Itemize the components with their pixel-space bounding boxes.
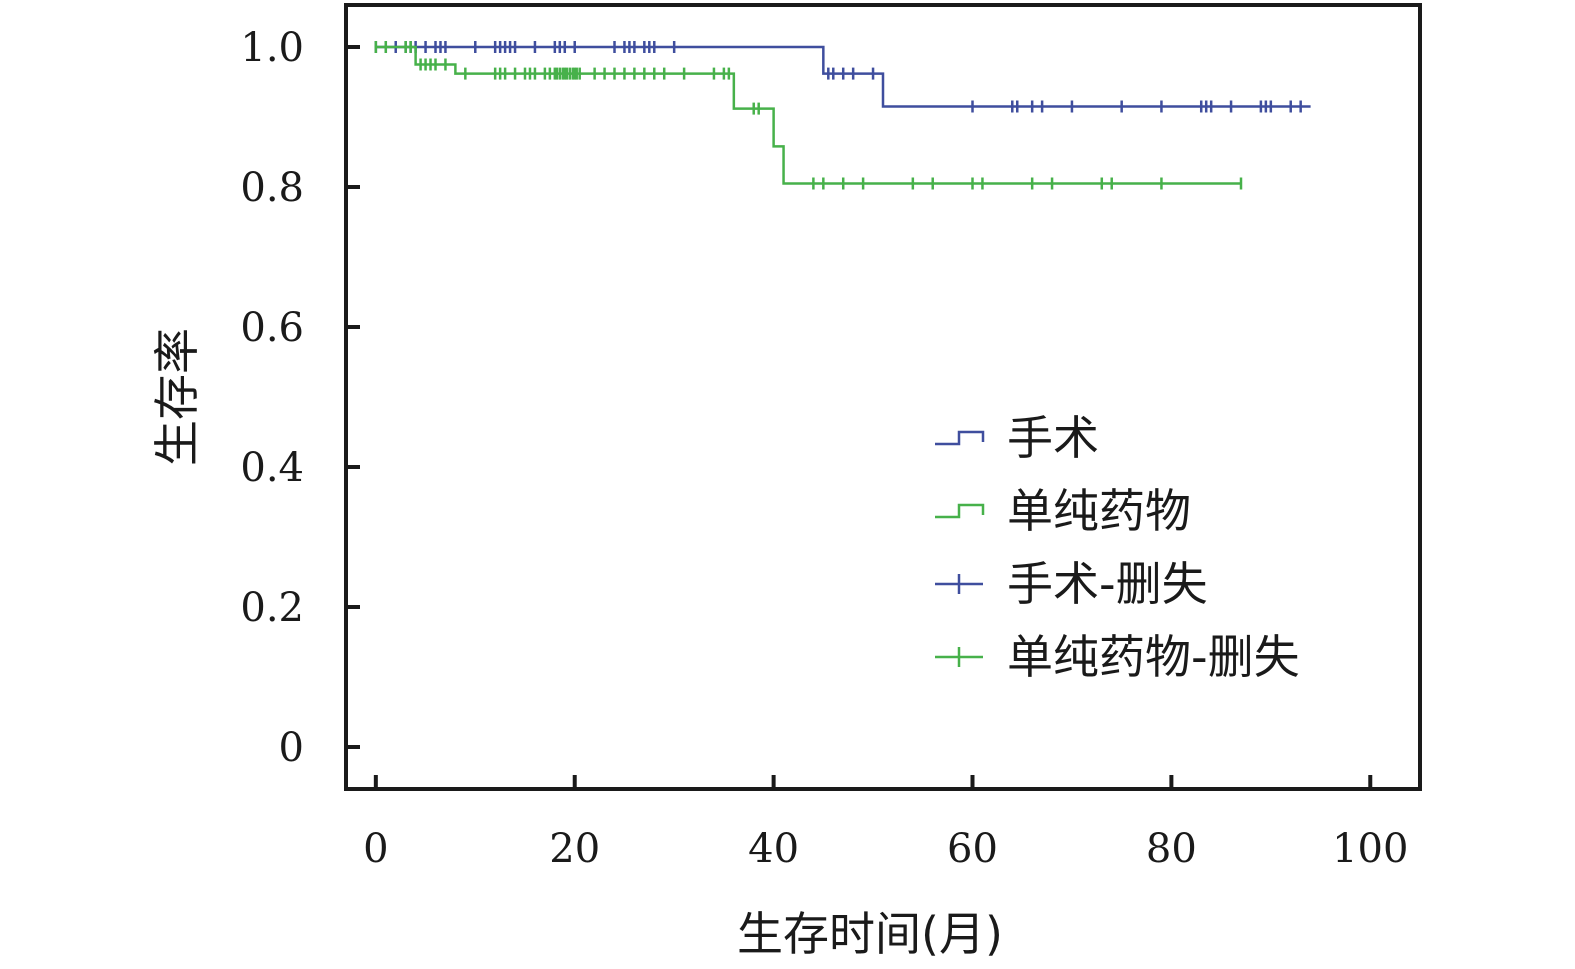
y-tick-label: 0.4 (240, 445, 304, 491)
x-tick-label: 80 (1146, 826, 1197, 872)
x-tick-label: 100 (1332, 826, 1408, 872)
y-tick-label: 0 (279, 725, 304, 771)
legend-step-swatch (935, 430, 985, 446)
legend-label: 单纯药物-删失 (1007, 630, 1300, 684)
y-tick-label: 0.8 (240, 165, 304, 211)
y-tick-label: 0.6 (240, 305, 304, 351)
y-tick-label: 0.2 (240, 585, 304, 631)
x-tick-label: 60 (947, 826, 998, 872)
x-axis: 0 20 40 60 80 100 (363, 775, 1408, 872)
plot-frame (344, 3, 1422, 791)
x-tick-label: 20 (549, 826, 600, 872)
y-tick-label: 1.0 (240, 25, 304, 71)
legend-label: 单纯药物 (1007, 484, 1191, 538)
y-axis-title: 生存率 (150, 328, 204, 466)
legend-label: 手术-删失 (1007, 557, 1208, 611)
x-tick-label: 0 (363, 826, 388, 872)
legend-step-swatch (935, 503, 985, 519)
y-axis: 0 0.2 0.4 0.6 0.8 1.0 (240, 25, 360, 771)
legend-label: 手术 (1007, 411, 1099, 465)
series-line-2 (375, 45, 1241, 185)
series-layer (374, 41, 1311, 190)
x-tick-label: 40 (748, 826, 799, 872)
x-axis-title: 生存时间(月) (737, 907, 1003, 961)
